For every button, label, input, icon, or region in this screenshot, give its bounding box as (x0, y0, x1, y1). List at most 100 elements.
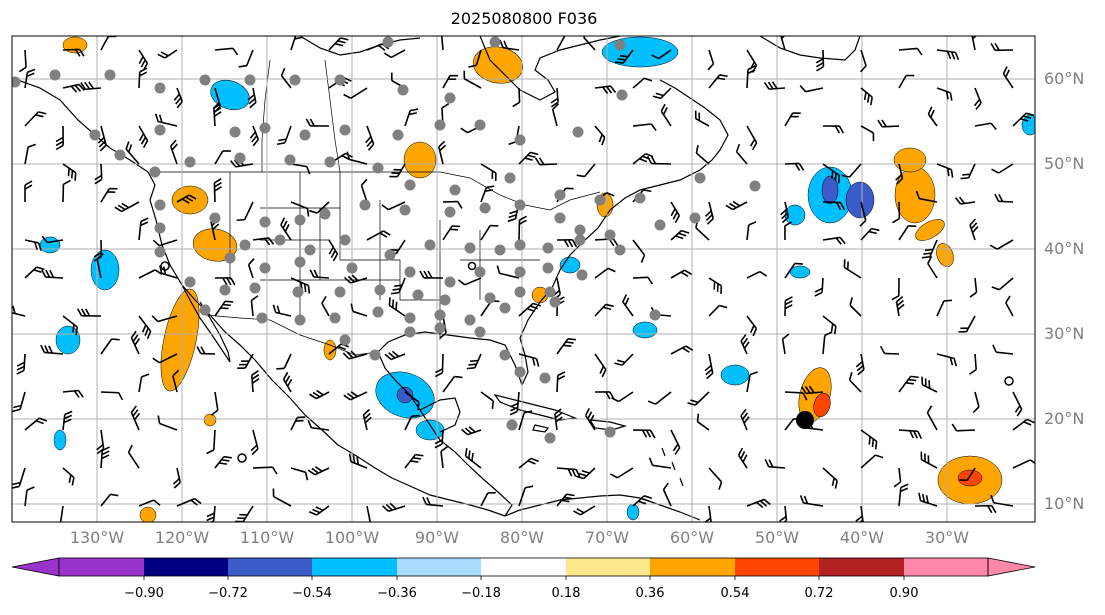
wind-barb (342, 350, 368, 360)
wind-barb (40, 344, 64, 355)
station-marker (514, 266, 526, 278)
wind-barb (843, 259, 862, 279)
station-marker (334, 74, 346, 86)
wind-barb (898, 225, 917, 241)
wind-barb (584, 408, 596, 431)
wind-barb (114, 201, 140, 213)
wind-barb (247, 258, 255, 279)
wind-barb (76, 308, 102, 317)
shaded-anomaly-region (396, 386, 414, 404)
station-marker (634, 192, 646, 204)
wind-barb (62, 410, 73, 431)
lat-label: 20°N (1044, 409, 1085, 428)
wind-barb (800, 385, 824, 395)
station-marker (154, 246, 166, 258)
station-marker (506, 419, 518, 431)
wind-barb (746, 270, 768, 279)
wind-barb (784, 112, 801, 127)
station-marker (616, 89, 628, 101)
wind-barb (898, 483, 909, 507)
station-marker (229, 126, 241, 138)
colorbar-tick-label: 0.90 (889, 586, 919, 601)
wind-barb (737, 447, 748, 469)
wind-barb (24, 111, 47, 127)
shaded-anomaly-region (601, 36, 679, 68)
wind-barb (958, 315, 976, 333)
colorbar-segment (312, 558, 397, 576)
wind-barb (80, 81, 102, 91)
wind-barb (660, 103, 672, 127)
wind-barbs (12, 36, 1035, 522)
map-frame (12, 36, 1035, 522)
station-marker (384, 249, 396, 261)
wind-barb (381, 201, 406, 211)
wind-barb (404, 453, 424, 469)
station-marker (484, 292, 496, 304)
wind-barb (974, 122, 997, 131)
wind-barb (622, 294, 634, 317)
colorbar-tick-label: 0.18 (551, 586, 581, 601)
wind-barb (499, 39, 520, 51)
wind-barb (276, 125, 292, 146)
station-marker (444, 206, 456, 218)
wind-barb (442, 74, 459, 89)
wind-barb (594, 303, 614, 317)
wind-barb (632, 123, 657, 132)
lon-label: 120°W (154, 528, 210, 547)
station-marker (299, 129, 311, 141)
lon-label: 40°W (839, 528, 885, 547)
colorbar-segment (228, 558, 312, 576)
wind-barb (898, 47, 923, 56)
wind-barb (594, 267, 616, 279)
wind-barb (740, 334, 750, 355)
station-marker (319, 208, 331, 220)
station-marker (499, 302, 511, 314)
wind-barb (214, 47, 239, 56)
wind-barb (707, 49, 715, 71)
lon-label: 110°W (239, 528, 295, 547)
wind-barb (746, 498, 771, 509)
wind-barb (518, 353, 540, 367)
wind-barb (321, 295, 330, 317)
station-marker (542, 262, 554, 274)
station-marker (474, 326, 486, 338)
wind-barb (24, 486, 35, 507)
wind-barb (151, 315, 178, 323)
wind-barb (784, 262, 803, 279)
wind-barb (849, 297, 862, 317)
wind-barb (781, 333, 790, 355)
wind-barb (670, 345, 694, 355)
wind-barb (594, 391, 615, 400)
wind-barb (130, 405, 141, 431)
station-marker (259, 122, 271, 134)
wind-barb (276, 353, 292, 370)
wind-barb (784, 296, 793, 317)
wind-barb (898, 375, 919, 393)
open-circle-marker (467, 261, 477, 271)
wind-barb (879, 345, 900, 355)
wind-barb (138, 315, 152, 340)
wind-barb (740, 408, 750, 431)
wind-barb (822, 125, 845, 134)
wind-barb (62, 83, 85, 93)
wind-barb (442, 375, 463, 393)
wind-barb (280, 67, 292, 89)
lon-label: 100°W (324, 528, 380, 547)
station-marker (554, 212, 566, 224)
station-marker (479, 202, 491, 214)
wind-barb (735, 143, 748, 165)
wind-barb (708, 304, 728, 317)
wind-barb (936, 163, 954, 178)
wind-barb (250, 370, 260, 393)
wind-barb (576, 163, 596, 178)
wind-barb (877, 119, 900, 128)
wind-barb (784, 162, 805, 171)
wind-barb (307, 420, 330, 431)
wind-barb (746, 221, 757, 241)
station-marker (114, 149, 126, 161)
station-marker (464, 242, 476, 254)
wind-barb (290, 201, 310, 217)
wind-barb (921, 376, 938, 393)
shaded-anomaly-region (323, 339, 337, 361)
wind-barb (1012, 391, 1023, 417)
